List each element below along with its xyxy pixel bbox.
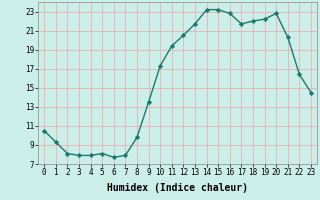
X-axis label: Humidex (Indice chaleur): Humidex (Indice chaleur) [107,183,248,193]
